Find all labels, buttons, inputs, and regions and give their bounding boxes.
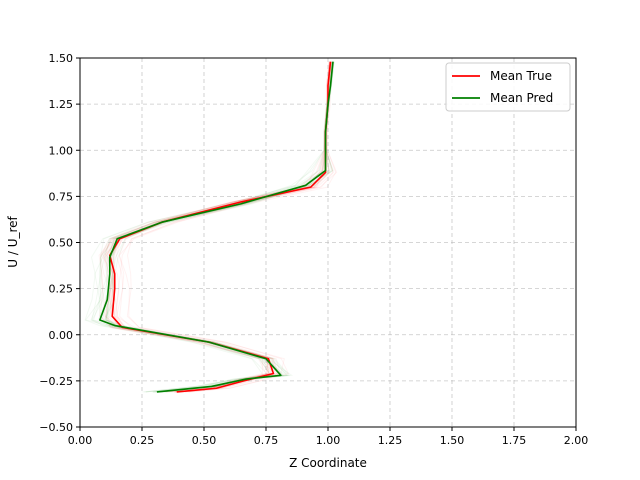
x-tick-label: 1.75 [502,434,527,447]
sample-trajectory [84,61,332,393]
sample-trajectory [105,61,335,393]
y-tick-label: 0.50 [49,237,74,250]
sample-trajectory [118,61,338,393]
y-axis-label: U / U_ref [6,215,20,267]
x-tick-label: 2.00 [564,434,589,447]
y-axis-ticks: −0.50 −0.25 0.00 0.25 0.50 0.75 1.00 1.25 1.50 [39,52,80,434]
sample-trajectory [126,61,337,393]
series-line-mean-pred [99,61,334,393]
y-tick-label: −0.25 [39,375,73,388]
y-tick-label: 1.00 [49,144,74,157]
sample-trajectory [104,61,331,393]
x-tick-label: 1.00 [316,434,341,447]
y-tick-label: 0.75 [49,190,74,203]
legend-box [445,62,571,112]
legend: Mean True Mean Pred [445,62,571,112]
y-tick-label: 1.25 [49,98,74,111]
x-axis-ticks: 0.00 0.25 0.50 0.75 1.00 1.25 1.50 1.75 2.00 [68,427,589,447]
x-tick-label: 0.50 [192,434,217,447]
y-tick-label: −0.50 [39,421,73,434]
x-tick-label: 1.25 [378,434,403,447]
sample-trajectory [115,61,332,393]
sample-trajectory [99,61,330,393]
x-axis-label: Z Coordinate [289,456,367,470]
legend-label: Mean True [490,69,552,83]
x-tick-label: 0.25 [130,434,155,447]
x-tick-label: 0.75 [254,434,279,447]
y-tick-label: 0.25 [49,283,74,296]
series-lines [99,61,334,393]
sample-trajectory [115,61,334,393]
legend-label: Mean Pred [490,91,553,105]
sample-trajectory [91,61,333,393]
y-tick-label: 0.00 [49,329,74,342]
sample-trajectory [84,61,332,393]
sample-trajectory [90,61,333,393]
x-tick-label: 1.50 [440,434,465,447]
y-tick-label: 1.50 [49,52,74,65]
x-tick-label: 0.00 [68,434,93,447]
